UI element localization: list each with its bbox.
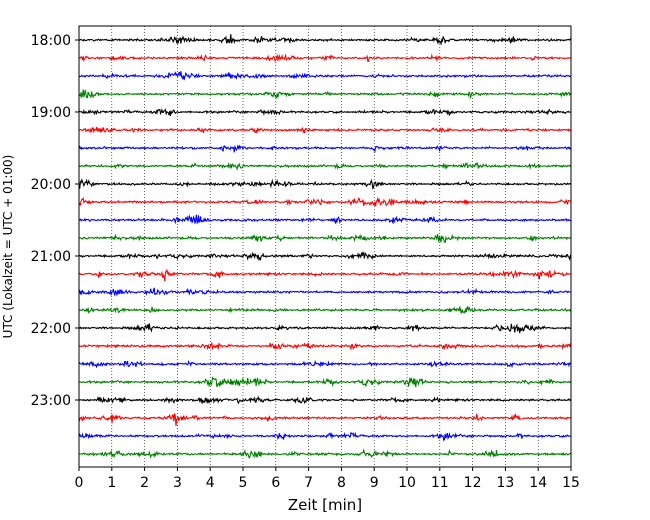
trace-2030: [78, 214, 571, 225]
x-tick-label: 4: [206, 475, 215, 491]
x-tick-label: 8: [337, 475, 346, 491]
trace-2045: [78, 233, 572, 244]
trace-2330: [78, 431, 572, 442]
y-tick-label: 23:00: [31, 393, 71, 409]
x-tick-label: 2: [140, 475, 149, 491]
trace-1830: [78, 71, 572, 81]
x-tick-label: 9: [370, 475, 379, 491]
x-tick-label: 13: [496, 475, 514, 491]
seismogram-traces: [78, 34, 572, 459]
y-tick-label: 20:00: [31, 177, 71, 193]
trace-2100: [78, 251, 572, 261]
y-tick-label: 19:00: [31, 105, 71, 121]
x-tick-label: 7: [304, 475, 313, 491]
trace-2015: [78, 196, 572, 207]
x-tick-label: 14: [529, 475, 547, 491]
trace-1845: [78, 89, 572, 99]
trace-2115: [78, 269, 571, 281]
trace-2245: [78, 376, 572, 388]
x-tick-label: 1: [107, 475, 116, 491]
trace-2230: [78, 359, 572, 369]
x-tick-label: 10: [398, 475, 416, 491]
x-tick-label: 15: [562, 475, 580, 491]
trace-2300: [78, 395, 572, 405]
x-tick-label: 6: [271, 475, 280, 491]
y-tick-label: 21:00: [31, 249, 71, 265]
y-tick-label: 22:00: [31, 321, 71, 337]
trace-1930: [78, 144, 572, 154]
trace-2200: [78, 323, 572, 334]
trace-2215: [78, 341, 572, 351]
trace-1945: [78, 161, 572, 171]
trace-2145: [78, 305, 572, 315]
trace-1815: [78, 53, 572, 63]
y-tick-label: 18:00: [31, 33, 71, 49]
x-tick-label: 3: [173, 475, 182, 491]
x-tick-label: 11: [431, 475, 449, 491]
trace-2000: [78, 178, 572, 190]
trace-1900: [78, 108, 572, 116]
trace-1800: [78, 34, 572, 46]
trace-2315: [78, 413, 572, 426]
x-tick-label: 5: [239, 475, 248, 491]
x-tick-label: 0: [75, 475, 84, 491]
y-axis-label: UTC (Lokalzeit = UTC + 01:00): [1, 155, 15, 339]
x-tick-label: 12: [464, 475, 482, 491]
trace-2130: [78, 287, 572, 297]
trace-1915: [78, 126, 572, 134]
plot-frame: [78, 25, 572, 468]
trace-2345: [78, 448, 572, 459]
x-axis-ticks: 0 1 2 3 4 5 6 7 8 9 10 11 12 13 14 15: [75, 467, 580, 491]
y-axis-ticks: 18:00 19:00 20:00 21:00 22:00 23:00: [31, 33, 79, 409]
x-axis-label: Zeit [min]: [288, 496, 362, 514]
